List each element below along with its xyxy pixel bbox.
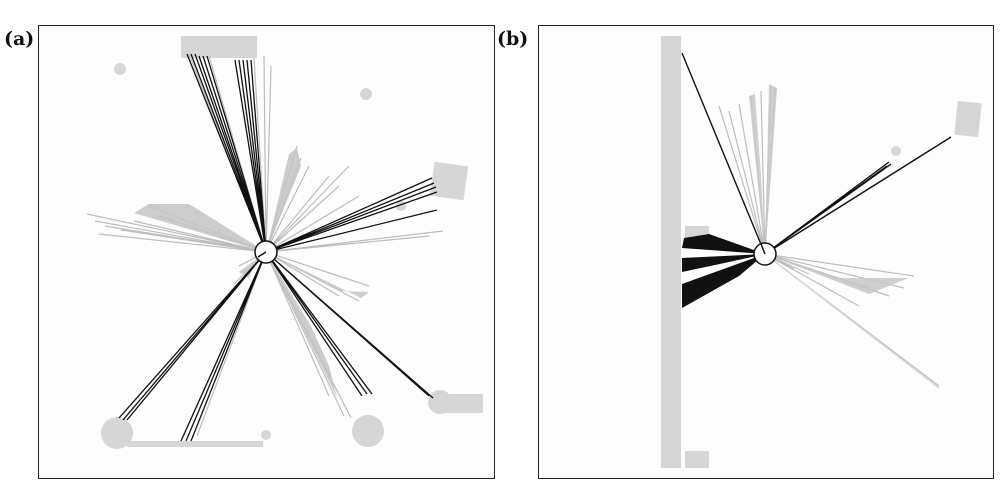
- ray-fan: [265, 177, 438, 253]
- obstacle: [360, 88, 372, 100]
- ray-wedge: [266, 252, 369, 298]
- obstacle: [352, 415, 384, 447]
- ray-wedge: [682, 254, 765, 272]
- obstacle: [428, 390, 452, 414]
- ray-fan: [180, 251, 267, 442]
- ray-fan: [265, 251, 434, 399]
- obstacles-b: [661, 36, 982, 468]
- ray-wedge: [765, 254, 909, 294]
- obstacle: [101, 417, 133, 449]
- panel-label-b: (b): [497, 28, 529, 50]
- ray-fan: [764, 161, 892, 255]
- ray-long: [681, 52, 766, 255]
- dark-wedges-b: [682, 234, 765, 308]
- scan-panel-b: [538, 25, 994, 479]
- obstacle: [891, 146, 901, 156]
- ray-fan: [265, 251, 370, 419]
- scan-diagram-b: [661, 36, 982, 468]
- ray-wedge: [749, 94, 765, 254]
- scan-panel-a: [38, 25, 495, 479]
- obstacle: [429, 161, 469, 201]
- ray-wedge: [765, 84, 777, 254]
- grey-wedges-a: [134, 148, 369, 398]
- obstacle: [127, 441, 263, 447]
- obstacle: [114, 63, 126, 75]
- obstacle: [954, 100, 982, 138]
- ray-long: [764, 136, 952, 255]
- wall-obstacle: [661, 36, 681, 468]
- light-rays-b: [718, 85, 940, 387]
- robot-marker-icon: [254, 240, 278, 264]
- ray-wedge: [682, 234, 765, 254]
- ray-wedge: [134, 204, 266, 252]
- robot-marker-icon: [753, 242, 777, 266]
- obstacle: [685, 451, 709, 468]
- ray-wedge: [682, 254, 765, 308]
- scan-diagram-a: [86, 36, 483, 449]
- ray-wedge: [266, 148, 301, 252]
- ray-fan: [186, 53, 267, 253]
- dark-rays-b: [681, 52, 952, 255]
- ray-fan: [265, 251, 373, 397]
- grey-wedges-b: [749, 84, 909, 294]
- dark-rays-a: [118, 53, 438, 442]
- ray-fan: [118, 251, 267, 421]
- ray-fan: [234, 59, 267, 253]
- ray-faint: [764, 253, 940, 389]
- obstacle: [261, 430, 271, 440]
- obstacles-a: [101, 36, 483, 449]
- obstacle: [181, 36, 257, 58]
- ray-wedge: [266, 252, 337, 398]
- panel-label-a: (a): [4, 28, 35, 50]
